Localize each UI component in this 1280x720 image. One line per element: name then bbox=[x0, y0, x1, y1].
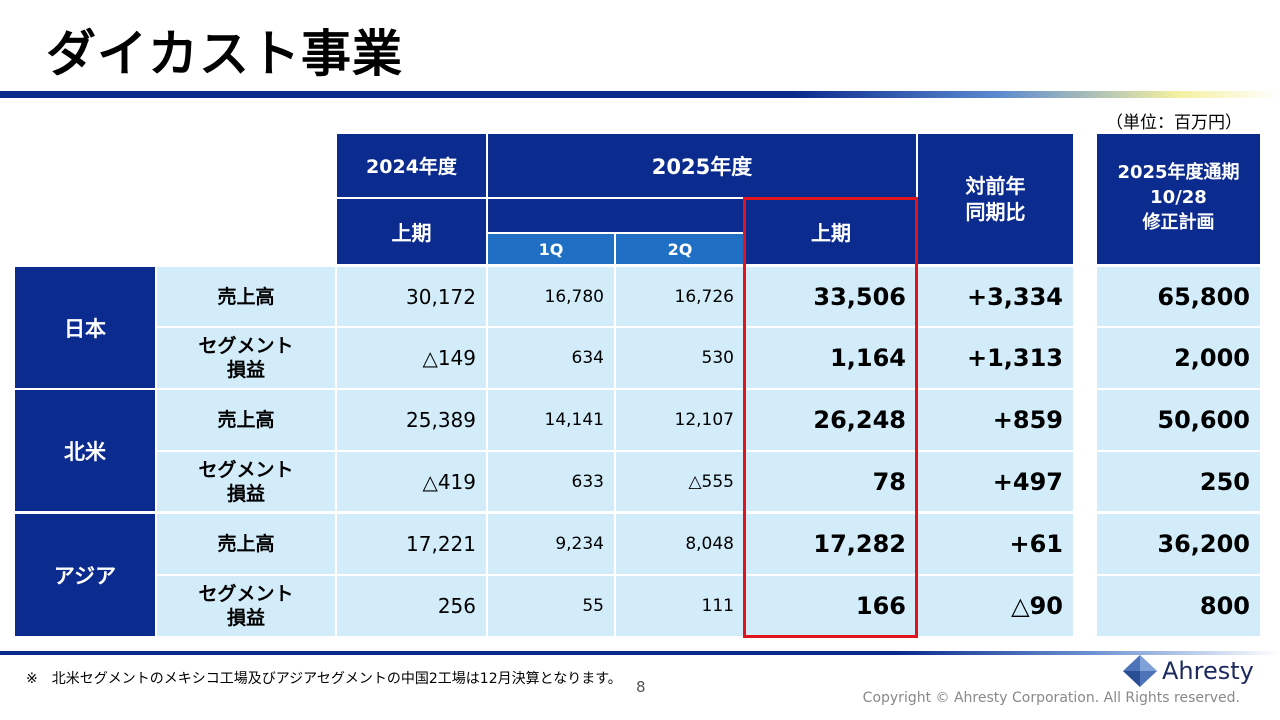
footnote: ※ 北米セグメントのメキシコ工場及びアジアセグメントの中国2工場は12月決算とな… bbox=[26, 671, 622, 687]
cell-plan: 250 bbox=[1097, 452, 1260, 511]
cell-plan: 36,200 bbox=[1097, 514, 1260, 574]
row-label: セグメント 損益 bbox=[157, 576, 335, 636]
cell-q2: 111 bbox=[616, 576, 744, 636]
highlight-box bbox=[743, 197, 918, 638]
cell-h1-2025: 33,506 bbox=[746, 267, 916, 326]
header-fy2025: 2025年度 bbox=[488, 134, 916, 197]
cell-q2: 530 bbox=[616, 328, 744, 388]
cell-h1-2024: 256 bbox=[337, 576, 486, 636]
row-label: 売上高 bbox=[157, 514, 335, 574]
cell-q2: 16,726 bbox=[616, 267, 744, 326]
row-label: 売上高 bbox=[157, 267, 335, 326]
cell-h1-2024: 17,221 bbox=[337, 514, 486, 574]
region-asia: アジア bbox=[15, 514, 155, 636]
cell-yoy: +497 bbox=[918, 452, 1073, 511]
cell-yoy: +3,334 bbox=[918, 267, 1073, 326]
header-quarters-band bbox=[488, 199, 744, 232]
header-h1-2024: 上期 bbox=[337, 199, 486, 264]
header-fy2024: 2024年度 bbox=[337, 134, 486, 197]
page-number: 8 bbox=[636, 678, 646, 696]
cell-h1-2024: 25,389 bbox=[337, 390, 486, 450]
company-logo: Ahresty bbox=[1122, 654, 1254, 688]
cell-yoy: △90 bbox=[918, 576, 1073, 636]
row-label: 売上高 bbox=[157, 390, 335, 450]
header-q2: 2Q bbox=[616, 234, 744, 264]
region-north-america: 北米 bbox=[15, 390, 155, 511]
cell-q1: 633 bbox=[488, 452, 614, 511]
cell-yoy: +61 bbox=[918, 514, 1073, 574]
cell-h1-2024: △419 bbox=[337, 452, 486, 511]
cell-h1-2025: 78 bbox=[746, 452, 916, 511]
unit-note: （単位：百万円） bbox=[1106, 113, 1242, 133]
header-h1-2025: 上期 bbox=[746, 199, 916, 264]
cell-h1-2025: 17,282 bbox=[746, 514, 916, 574]
cell-h1-2024: 30,172 bbox=[337, 267, 486, 326]
page-title: ダイカスト事業 bbox=[46, 25, 403, 83]
cell-h1-2025: 26,248 bbox=[746, 390, 916, 450]
cell-plan: 65,800 bbox=[1097, 267, 1260, 326]
region-japan: 日本 bbox=[15, 267, 155, 388]
header-q1: 1Q bbox=[488, 234, 614, 264]
row-label: セグメント 損益 bbox=[157, 328, 335, 388]
cell-q1: 9,234 bbox=[488, 514, 614, 574]
title-divider bbox=[0, 91, 1280, 98]
cell-yoy: +1,313 bbox=[918, 328, 1073, 388]
cell-q2: 8,048 bbox=[616, 514, 744, 574]
cell-q1: 16,780 bbox=[488, 267, 614, 326]
cell-h1-2025: 1,164 bbox=[746, 328, 916, 388]
cell-q1: 55 bbox=[488, 576, 614, 636]
cell-q2: 12,107 bbox=[616, 390, 744, 450]
ahresty-logo-icon bbox=[1123, 655, 1157, 687]
cell-yoy: +859 bbox=[918, 390, 1073, 450]
header-plan: 2025年度通期 10/28 修正計画 bbox=[1097, 134, 1260, 264]
cell-plan: 800 bbox=[1097, 576, 1260, 636]
copyright: Copyright © Ahresty Corporation. All Rig… bbox=[862, 690, 1240, 706]
row-label: セグメント 損益 bbox=[157, 452, 335, 511]
logo-text: Ahresty bbox=[1162, 657, 1254, 685]
footer-divider bbox=[0, 651, 1280, 655]
header-yoy: 対前年 同期比 bbox=[918, 134, 1073, 264]
cell-q1: 634 bbox=[488, 328, 614, 388]
cell-h1-2024: △149 bbox=[337, 328, 486, 388]
cell-q2: △555 bbox=[616, 452, 744, 511]
cell-plan: 2,000 bbox=[1097, 328, 1260, 388]
cell-q1: 14,141 bbox=[488, 390, 614, 450]
cell-plan: 50,600 bbox=[1097, 390, 1260, 450]
cell-h1-2025: 166 bbox=[746, 576, 916, 636]
